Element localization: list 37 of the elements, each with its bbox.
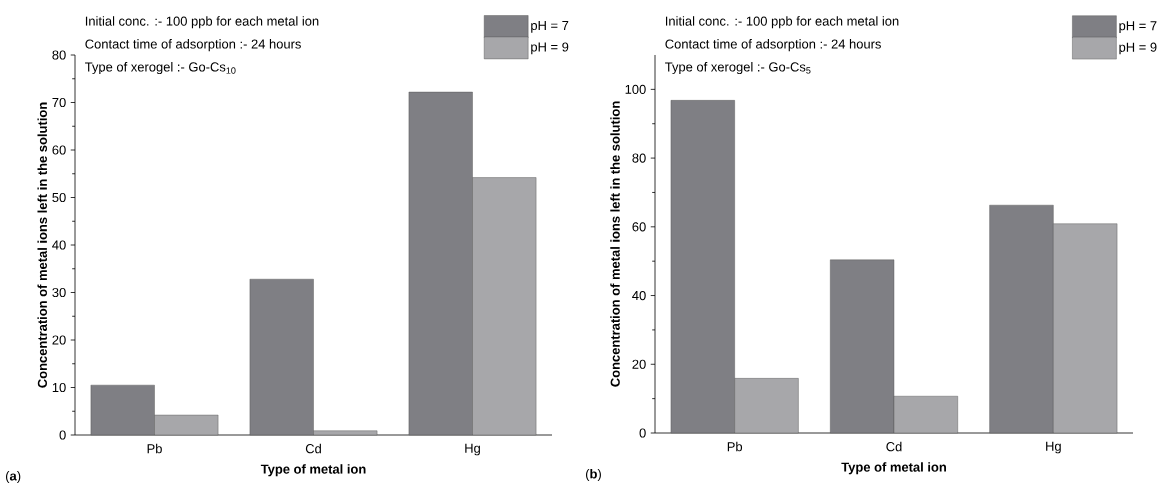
y-tick-label: 60: [52, 145, 66, 155]
legend-label: pH = 9: [531, 42, 569, 55]
legend-label: pH = 7: [1119, 21, 1157, 33]
y-tick-label: 80: [632, 153, 646, 163]
y-tick-label: 50: [52, 192, 66, 203]
annotation: Type of xerogel :- Go-Cs$_{5}$: [665, 62, 811, 75]
x-tick-label: Pb: [727, 441, 743, 452]
y-tick-label: 100: [625, 84, 646, 94]
text: Initial conc. :- 100 ppb for each metal ion: [665, 16, 899, 29]
text: (a): [5, 470, 21, 484]
y-axis-title: Concentration of metal ions left in the solution: [37, 102, 47, 388]
y-axis-title: Concentration of metal ions left in the solution: [610, 101, 620, 387]
y-tick-label: 0: [59, 430, 66, 440]
y-tick-label: 60: [632, 222, 646, 232]
annotation: Type of xerogel :- Go-Cs$_{10}$: [85, 62, 236, 75]
legend-label: pH = 7: [531, 21, 569, 33]
y-tick-label: 30: [52, 287, 66, 298]
x-tick-label: Hg: [465, 443, 480, 456]
y-tick-label: 0: [639, 428, 646, 438]
y-tick-label: 40: [632, 290, 646, 301]
y-tick-label: 20: [632, 359, 646, 369]
x-tick-label: Pb: [147, 443, 162, 454]
text: Contact time of adsorption :- 24 hours: [85, 39, 301, 52]
x-tick-label: Hg: [1046, 441, 1061, 454]
y-tick-label: 20: [52, 335, 66, 345]
x-axis-title: Type of metal ion: [841, 462, 946, 475]
text: Contact time of adsorption :- 24 hours: [665, 39, 881, 52]
text: Initial conc. :- 100 ppb for each metal ion: [85, 16, 319, 29]
x-tick-label: Cd: [305, 443, 321, 454]
y-tick-label: 80: [52, 50, 66, 60]
text: (b): [586, 468, 601, 482]
y-tick-label: 70: [52, 97, 66, 108]
y-tick-label: 10: [52, 382, 66, 393]
x-tick-label: Cd: [886, 441, 902, 452]
y-tick-label: 40: [52, 240, 66, 250]
x-axis-title: Type of metal ion: [260, 464, 366, 477]
legend-label: pH = 9: [1119, 42, 1157, 55]
